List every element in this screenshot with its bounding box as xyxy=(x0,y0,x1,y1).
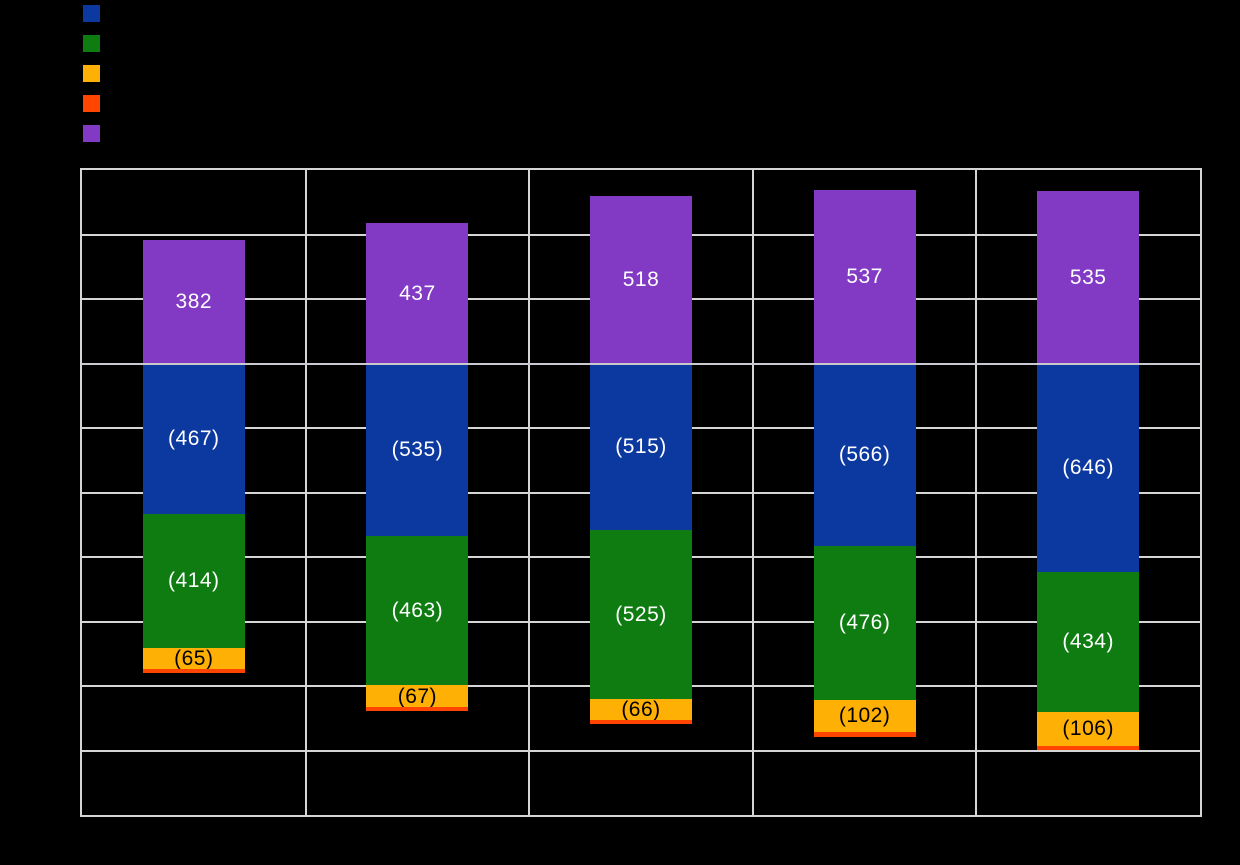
legend-swatch-red xyxy=(83,95,100,112)
segment-label: (414) xyxy=(168,569,220,593)
bar-3-segment-red xyxy=(590,720,692,725)
bar-4-segment-blue: (566) xyxy=(813,363,916,547)
legend-swatch-green xyxy=(83,35,100,52)
bar-1-segment-blue: (467) xyxy=(142,363,245,515)
segment-label: (65) xyxy=(174,646,214,670)
segment-label: (434) xyxy=(1062,630,1114,654)
zero-axis-line xyxy=(82,362,1200,365)
plot-area: 382 (467) (414) (65) 437 (535) (463) (67) 518 (51… xyxy=(80,168,1202,817)
segment-label: (525) xyxy=(615,602,667,626)
legend-swatch-blue xyxy=(83,5,100,22)
segment-label: 382 xyxy=(175,290,213,314)
bar-3-segment-green: (525) xyxy=(590,529,692,699)
bar-4-segment-amber: (102) xyxy=(813,699,916,733)
segment-label: (515) xyxy=(615,435,667,459)
segment-label: (646) xyxy=(1062,456,1114,480)
bar-2-segment-green: (463) xyxy=(366,536,469,686)
legend xyxy=(83,5,100,142)
bar-5-segment-red xyxy=(1037,745,1140,751)
bar-2-segment-purple: 437 xyxy=(366,222,469,364)
segment-label: 537 xyxy=(846,265,883,289)
v-gridline xyxy=(304,170,307,815)
segment-label: 437 xyxy=(399,281,436,305)
bar-5-segment-green: (434) xyxy=(1037,571,1140,712)
legend-swatch-purple xyxy=(83,125,100,142)
v-gridline xyxy=(751,170,754,815)
bar-5-segment-amber: (106) xyxy=(1037,711,1140,746)
bar-4-segment-green: (476) xyxy=(813,546,916,700)
bar-2-segment-amber: (67) xyxy=(366,684,469,708)
bar-3-segment-blue: (515) xyxy=(590,363,692,530)
segment-label: (463) xyxy=(391,599,444,623)
segment-label: (67) xyxy=(397,684,438,708)
segment-label: (535) xyxy=(391,438,444,462)
v-gridline xyxy=(528,170,531,815)
bar-1-segment-purple: 382 xyxy=(142,240,245,364)
bar-3-segment-purple: 518 xyxy=(590,196,692,364)
legend-swatch-amber xyxy=(83,65,100,82)
segment-label: (102) xyxy=(838,704,891,728)
segment-label: (106) xyxy=(1062,717,1114,741)
segment-label: 518 xyxy=(622,268,660,292)
segment-label: (467) xyxy=(168,427,220,451)
bar-5-segment-purple: 535 xyxy=(1037,190,1140,364)
segment-label: (476) xyxy=(838,611,891,635)
v-gridline xyxy=(975,170,978,815)
bar-1-segment-red xyxy=(142,668,245,673)
bar-5-segment-blue: (646) xyxy=(1037,363,1140,572)
segment-label: (566) xyxy=(838,443,891,467)
bar-1-segment-amber: (65) xyxy=(142,646,245,670)
bar-2-segment-blue: (535) xyxy=(366,363,469,537)
bar-2-segment-red xyxy=(366,706,469,712)
bar-4-segment-purple: 537 xyxy=(813,190,916,364)
bar-3-segment-amber: (66) xyxy=(590,698,692,722)
bar-4-segment-red xyxy=(813,732,916,737)
segment-label: 535 xyxy=(1069,265,1107,289)
bar-1-segment-green: (414) xyxy=(142,514,245,648)
segment-label: (66) xyxy=(621,698,661,722)
h-gridline xyxy=(82,749,1200,752)
